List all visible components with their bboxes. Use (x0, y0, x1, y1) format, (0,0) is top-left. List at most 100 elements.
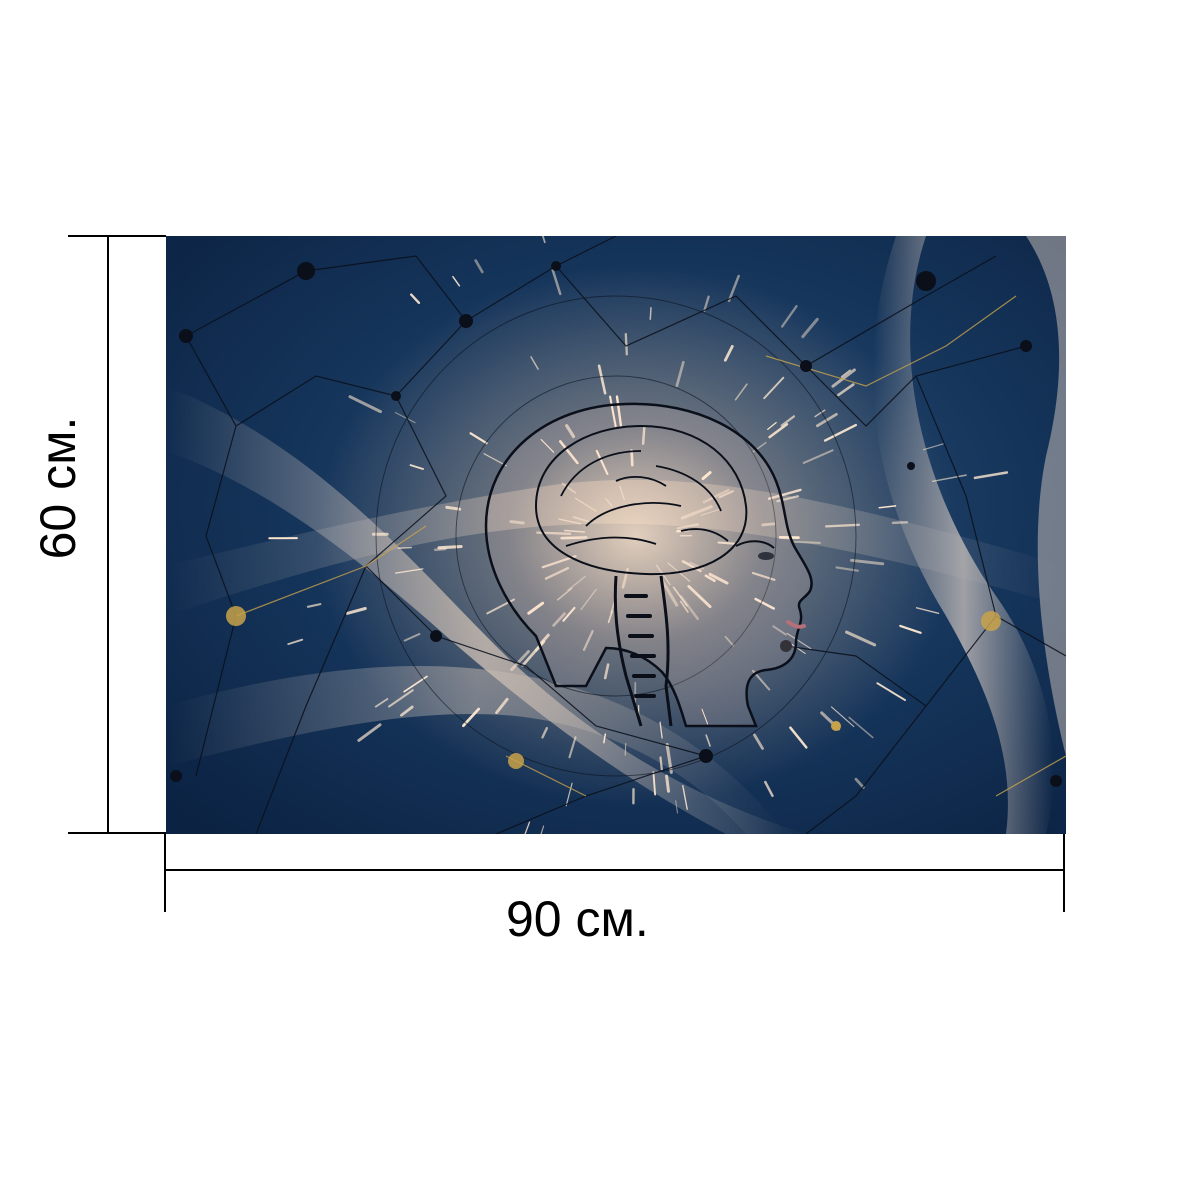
light-streak (605, 498, 613, 507)
light-streak (702, 488, 730, 504)
light-streak (680, 505, 713, 520)
network-lines (185, 236, 1066, 834)
light-streak (701, 471, 712, 481)
light-streak (552, 612, 566, 627)
light-streak (582, 630, 594, 651)
light-streak (675, 360, 685, 388)
light-streak (509, 520, 525, 525)
light-streak (574, 497, 597, 512)
light-streak (565, 782, 573, 807)
height-dimension-line (107, 236, 109, 834)
light-streak (837, 383, 855, 397)
light-streak (348, 395, 382, 414)
light-streak (768, 423, 789, 439)
light-streak (763, 376, 785, 400)
network-circles (375, 295, 857, 777)
light-streak (595, 449, 609, 475)
light-streak (681, 560, 702, 573)
light-streak (615, 395, 623, 427)
light-streak (437, 544, 463, 550)
height-tick-bottom (68, 832, 166, 834)
light-streak (915, 607, 940, 615)
light-streak (563, 529, 586, 533)
light-streak (652, 771, 657, 796)
light-streak (848, 716, 874, 739)
light-streak (973, 471, 1009, 480)
light-streak (786, 632, 812, 650)
light-streak (572, 516, 592, 524)
light-streak (540, 825, 545, 834)
light-streak (567, 575, 586, 592)
light-streak (830, 706, 855, 728)
light-streak (400, 705, 414, 717)
light-streak (357, 723, 382, 742)
light-streak (753, 733, 764, 750)
light-streak (394, 412, 416, 424)
light-streak (558, 440, 579, 465)
light-streak (558, 518, 582, 525)
light-streak (703, 295, 710, 312)
height-tick-top (68, 235, 166, 237)
light-streak (751, 571, 776, 581)
light-streak (687, 584, 712, 609)
light-streak (561, 482, 577, 494)
light-streak (772, 625, 787, 636)
light-streak (724, 635, 735, 647)
light-streak (565, 424, 576, 439)
light-streak (630, 449, 634, 467)
light-streak (679, 600, 689, 613)
light-streak (754, 597, 775, 610)
light-streak (789, 726, 808, 749)
light-streak (530, 356, 539, 370)
light-streak (845, 630, 877, 647)
light-streak (849, 558, 885, 566)
light-streak (854, 777, 865, 789)
light-streak (780, 415, 796, 427)
light-streak (495, 697, 509, 715)
light-streak (761, 522, 776, 527)
network-gold-nodes (226, 606, 1001, 769)
light-streak (409, 293, 421, 305)
width-label: 90 см. (506, 891, 649, 947)
light-streak (835, 566, 859, 572)
light-streak (397, 546, 413, 549)
width-tick-right (1063, 834, 1065, 912)
light-streak (708, 572, 729, 585)
light-burst (316, 266, 956, 806)
light-streak (541, 236, 546, 244)
light-streak (607, 610, 614, 624)
light-streak (831, 368, 856, 388)
light-streak (727, 274, 740, 303)
light-streak (764, 780, 774, 798)
light-streak (556, 587, 573, 601)
light-streak (659, 756, 663, 771)
light-streak (603, 663, 610, 680)
light-streak (474, 259, 484, 274)
light-streak (527, 601, 545, 615)
light-streak (878, 505, 897, 509)
light-streak (659, 721, 663, 739)
light-streak (734, 383, 748, 401)
light-streak (374, 698, 389, 708)
light-streak (452, 275, 461, 287)
light-streak (597, 364, 607, 395)
light-streak (682, 785, 688, 810)
width-dimension-line (165, 869, 1065, 871)
light-streak (656, 564, 671, 586)
light-streak (675, 800, 679, 814)
light-streak (931, 474, 967, 483)
light-streak (624, 743, 627, 756)
light-streak (825, 523, 861, 528)
light-streak (388, 689, 414, 708)
light-streak (409, 464, 424, 470)
light-streak (718, 490, 734, 499)
light-streak (580, 588, 597, 611)
light-streak (767, 488, 802, 500)
light-streak (876, 682, 906, 702)
light-streak (899, 624, 922, 634)
light-streak (524, 821, 531, 834)
light-streak (403, 633, 421, 642)
light-streak (814, 409, 826, 418)
light-streak (641, 426, 646, 445)
light-streak (700, 509, 720, 516)
